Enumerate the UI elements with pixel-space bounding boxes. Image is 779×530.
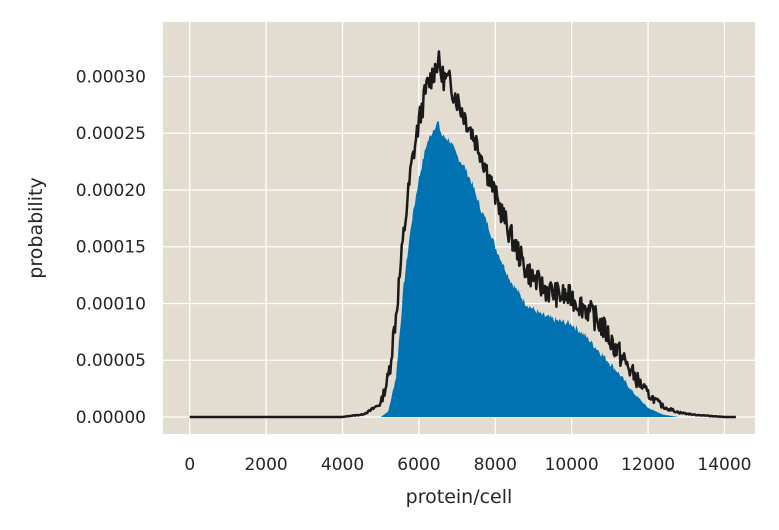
line-series (189, 50, 737, 419)
x-tick-label: 0 (184, 455, 195, 475)
x-tick-label: 4000 (321, 455, 364, 475)
x-tick-label: 12000 (621, 455, 675, 475)
x-tick-label: 8000 (474, 455, 517, 475)
x-axis-label: protein/cell (406, 486, 513, 508)
x-tick-label: 14000 (697, 455, 751, 475)
x-tick-label: 6000 (397, 455, 440, 475)
x-tick-labels: 0 2000 4000 6000 8000 10000 12000 14000 (184, 455, 751, 475)
y-tick-label: 0.00015 (76, 238, 146, 258)
x-tick-label: 2000 (244, 455, 287, 475)
y-tick-label: 0.00010 (76, 294, 146, 314)
x-tick-label: 10000 (545, 455, 599, 475)
fill-series (380, 120, 679, 418)
y-tick-label: 0.00000 (76, 408, 146, 428)
y-tick-labels: 0.00000 0.00005 0.00010 0.00015 0.00020 0.000… (76, 67, 146, 427)
y-tick-label: 0.00005 (76, 351, 146, 371)
y-axis-label: probability (25, 177, 47, 278)
y-tick-label: 0.00030 (76, 67, 146, 87)
y-tick-label: 0.00025 (76, 124, 146, 144)
y-tick-label: 0.00020 (76, 181, 146, 201)
